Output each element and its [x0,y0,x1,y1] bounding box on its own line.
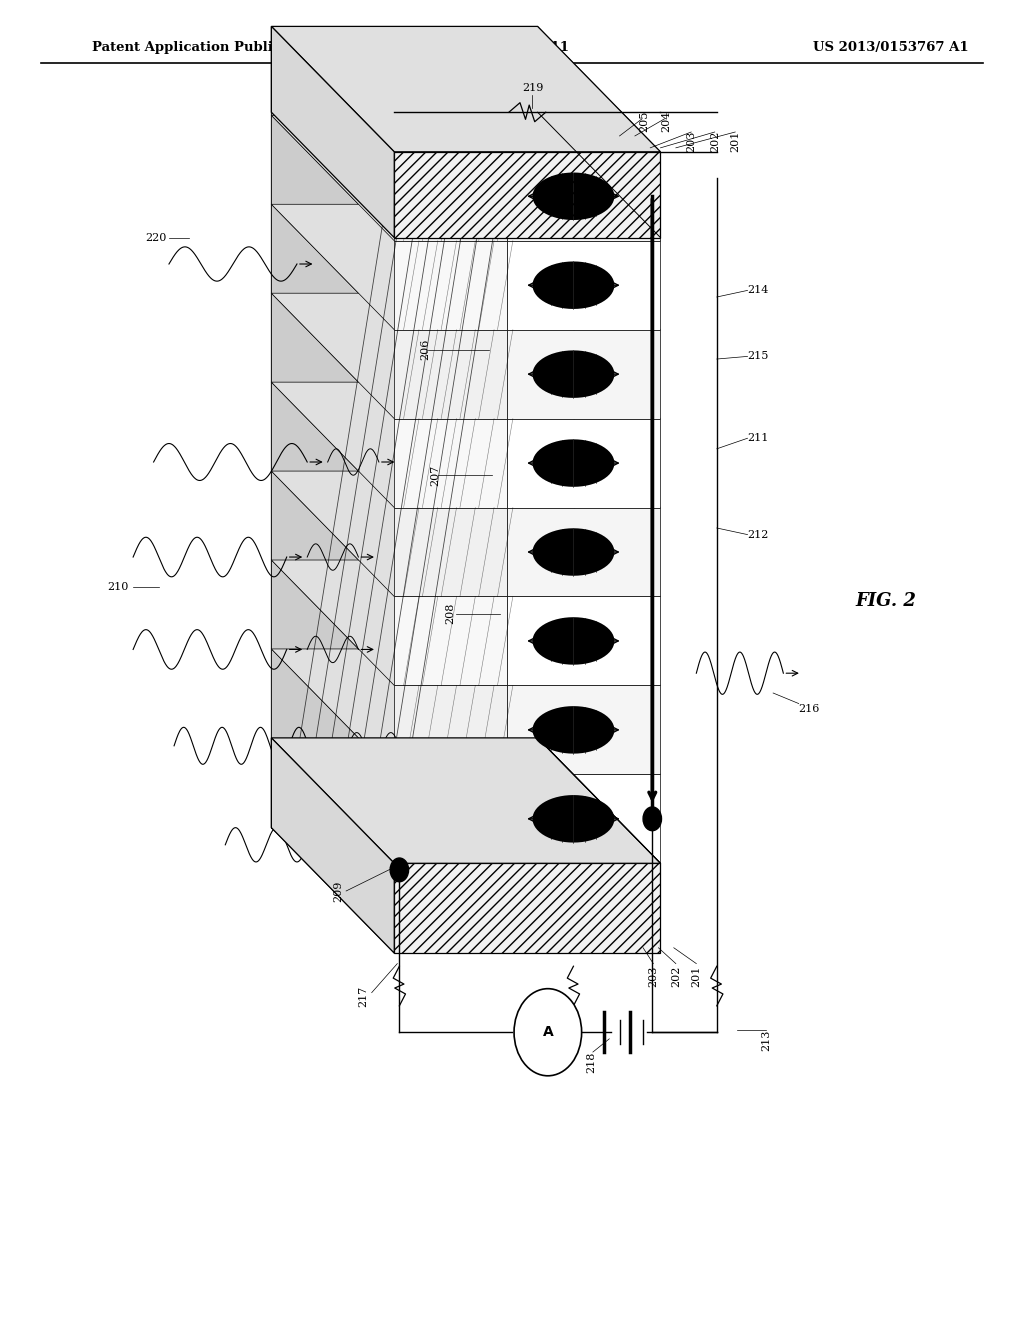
Text: 203: 203 [686,131,696,152]
Polygon shape [384,649,660,775]
Polygon shape [271,560,507,685]
Polygon shape [384,205,660,330]
Text: 212: 212 [748,529,768,540]
Text: 201: 201 [730,131,740,152]
Polygon shape [271,26,394,238]
Text: 215: 215 [748,351,768,362]
Polygon shape [394,775,507,863]
Polygon shape [532,261,573,309]
Polygon shape [271,383,507,508]
Text: 220: 220 [145,232,166,243]
Polygon shape [507,685,660,775]
Polygon shape [507,330,660,418]
Polygon shape [532,350,573,397]
Polygon shape [394,508,507,597]
Text: FIG. 2: FIG. 2 [855,591,916,610]
Polygon shape [384,26,660,152]
Text: 202: 202 [671,966,681,987]
Polygon shape [394,330,507,418]
Text: 202: 202 [710,131,720,152]
Text: Jun. 20, 2013  Sheet 2 of 11: Jun. 20, 2013 Sheet 2 of 11 [362,41,569,54]
Text: 206: 206 [420,339,430,360]
Text: 219: 219 [522,83,543,94]
Text: 208: 208 [445,603,456,624]
Polygon shape [507,418,660,508]
Polygon shape [532,173,573,220]
Polygon shape [271,293,507,418]
Text: 204: 204 [662,111,672,132]
Polygon shape [532,706,573,754]
Polygon shape [532,795,573,842]
Polygon shape [532,440,573,487]
Circle shape [514,989,582,1076]
Text: 217: 217 [358,986,369,1007]
Text: 210: 210 [108,582,128,593]
Polygon shape [271,738,660,863]
Polygon shape [507,152,660,240]
Polygon shape [271,26,507,152]
Text: US 2013/0153767 A1: US 2013/0153767 A1 [813,41,969,54]
Text: A: A [543,1026,553,1039]
Polygon shape [394,152,507,240]
Circle shape [643,807,662,830]
Polygon shape [384,383,660,508]
Polygon shape [573,173,614,220]
Polygon shape [384,293,660,418]
Polygon shape [271,115,507,240]
Polygon shape [507,775,660,863]
Polygon shape [394,597,507,685]
Text: 207: 207 [430,465,440,486]
Polygon shape [573,795,614,842]
Polygon shape [271,471,507,597]
Text: 213: 213 [761,1030,771,1051]
Polygon shape [507,597,660,685]
Polygon shape [271,738,538,828]
Polygon shape [573,261,614,309]
Circle shape [390,858,409,882]
Text: Patent Application Publication: Patent Application Publication [92,41,318,54]
Polygon shape [573,528,614,576]
Polygon shape [394,685,507,775]
Text: 216: 216 [799,704,819,714]
Text: 209: 209 [333,880,343,902]
Polygon shape [271,205,507,330]
Polygon shape [271,649,507,775]
Polygon shape [573,706,614,754]
Polygon shape [384,471,660,597]
Polygon shape [532,528,573,576]
Polygon shape [573,350,614,397]
Polygon shape [573,440,614,487]
Polygon shape [394,418,507,508]
Text: 205: 205 [639,111,649,132]
Polygon shape [271,26,394,953]
Text: 214: 214 [748,285,768,296]
Text: 211: 211 [748,433,768,444]
Polygon shape [271,26,660,152]
Text: 218: 218 [586,1052,596,1073]
Text: 201: 201 [691,966,701,987]
Text: 203: 203 [648,966,658,987]
Polygon shape [394,152,660,238]
Polygon shape [384,560,660,685]
Polygon shape [394,240,507,330]
Polygon shape [573,618,614,665]
Polygon shape [507,240,660,330]
Polygon shape [532,618,573,665]
Polygon shape [507,508,660,597]
Polygon shape [384,115,660,240]
Polygon shape [394,863,660,953]
Polygon shape [271,738,394,953]
